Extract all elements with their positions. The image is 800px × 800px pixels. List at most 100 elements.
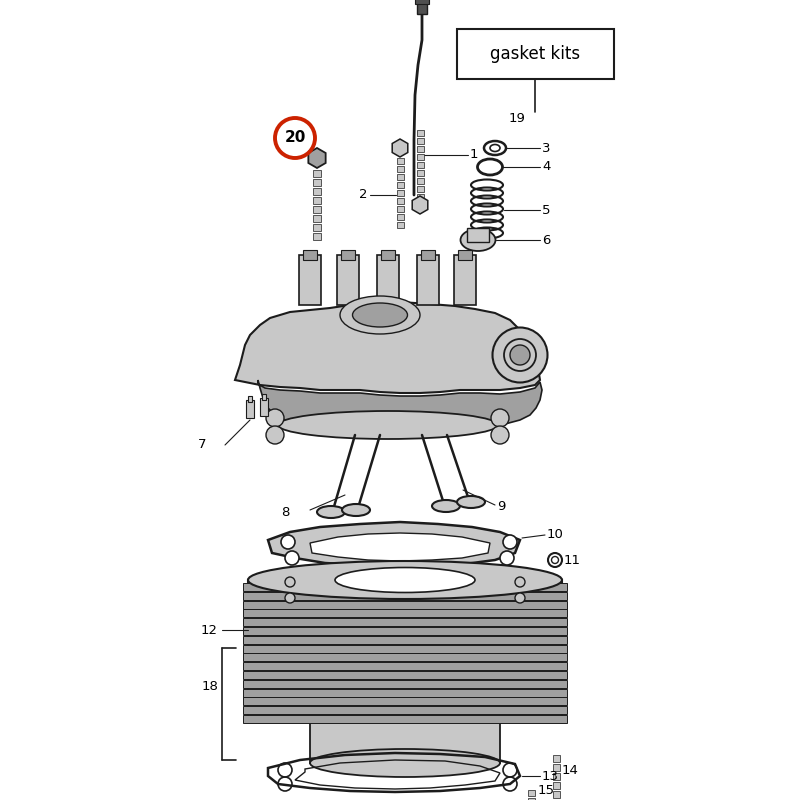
Bar	[417, 146, 424, 152]
Ellipse shape	[504, 339, 536, 371]
Bar	[243, 645, 567, 653]
Polygon shape	[392, 139, 408, 157]
Circle shape	[515, 593, 525, 603]
Bar	[260, 398, 268, 416]
Bar	[458, 250, 472, 260]
Bar	[417, 178, 424, 184]
Text: 8: 8	[282, 506, 290, 518]
Bar	[467, 228, 489, 242]
Text: 12: 12	[201, 623, 218, 637]
Text: gasket kits: gasket kits	[490, 45, 581, 63]
Text: 19: 19	[509, 111, 526, 125]
Ellipse shape	[310, 749, 500, 777]
Bar	[397, 198, 404, 204]
Polygon shape	[235, 302, 540, 393]
Text: 7: 7	[198, 438, 206, 451]
Bar	[417, 186, 424, 192]
Text: 9: 9	[497, 499, 506, 513]
Bar	[243, 601, 567, 609]
Text: 20: 20	[284, 130, 306, 146]
Bar	[397, 182, 404, 188]
Ellipse shape	[248, 561, 562, 599]
Bar	[246, 400, 254, 418]
Circle shape	[266, 409, 284, 427]
Bar	[313, 215, 321, 222]
Bar	[243, 680, 567, 688]
Circle shape	[281, 535, 295, 549]
Bar	[553, 755, 560, 762]
Ellipse shape	[317, 506, 345, 518]
Polygon shape	[268, 522, 520, 567]
Circle shape	[515, 577, 525, 587]
Circle shape	[285, 577, 295, 587]
Circle shape	[510, 345, 530, 365]
Bar	[313, 197, 321, 204]
Bar	[243, 715, 567, 723]
Polygon shape	[258, 380, 542, 430]
Bar	[299, 255, 321, 305]
Bar	[303, 250, 317, 260]
Bar	[243, 610, 567, 618]
Bar	[248, 580, 562, 718]
Ellipse shape	[493, 327, 547, 382]
Bar	[528, 790, 535, 796]
Polygon shape	[308, 148, 326, 168]
Bar	[313, 224, 321, 231]
Bar	[553, 782, 560, 789]
Bar	[553, 791, 560, 798]
Text: 5: 5	[542, 203, 550, 217]
Bar	[243, 583, 567, 591]
Bar	[381, 250, 395, 260]
Ellipse shape	[342, 504, 370, 516]
Bar	[243, 698, 567, 706]
Ellipse shape	[335, 567, 475, 593]
Text: 18: 18	[201, 679, 218, 693]
Bar	[528, 798, 535, 800]
Bar	[310, 718, 500, 763]
FancyBboxPatch shape	[457, 29, 614, 79]
Bar	[397, 206, 404, 212]
Bar	[397, 174, 404, 180]
Ellipse shape	[461, 229, 495, 251]
Text: 13: 13	[542, 770, 559, 782]
Bar	[417, 170, 424, 176]
Ellipse shape	[278, 411, 498, 439]
Bar	[243, 627, 567, 635]
Text: 14: 14	[562, 763, 579, 777]
Bar	[417, 194, 424, 200]
Bar	[243, 671, 567, 679]
Bar	[421, 250, 435, 260]
Bar	[397, 190, 404, 196]
Bar	[248, 396, 252, 402]
Text: 4: 4	[542, 161, 550, 174]
Circle shape	[266, 426, 284, 444]
Bar	[243, 654, 567, 662]
Bar	[313, 170, 321, 177]
Bar	[313, 206, 321, 213]
Bar	[313, 188, 321, 195]
Bar	[243, 618, 567, 626]
Circle shape	[503, 535, 517, 549]
Bar	[553, 764, 560, 771]
Bar	[417, 255, 439, 305]
Circle shape	[491, 409, 509, 427]
Bar	[243, 689, 567, 697]
Bar	[417, 162, 424, 168]
Text: 11: 11	[564, 554, 581, 566]
Text: 1: 1	[470, 149, 478, 162]
Circle shape	[285, 593, 295, 603]
Polygon shape	[310, 533, 490, 561]
Bar	[243, 662, 567, 670]
Bar	[417, 138, 424, 144]
Bar	[341, 250, 355, 260]
Circle shape	[500, 551, 514, 565]
Circle shape	[491, 426, 509, 444]
Bar	[313, 179, 321, 186]
Ellipse shape	[340, 296, 420, 334]
Ellipse shape	[432, 500, 460, 512]
Circle shape	[285, 551, 299, 565]
Text: 3: 3	[542, 142, 550, 154]
Text: 6: 6	[542, 234, 550, 246]
Bar	[397, 158, 404, 164]
Bar	[262, 394, 266, 400]
